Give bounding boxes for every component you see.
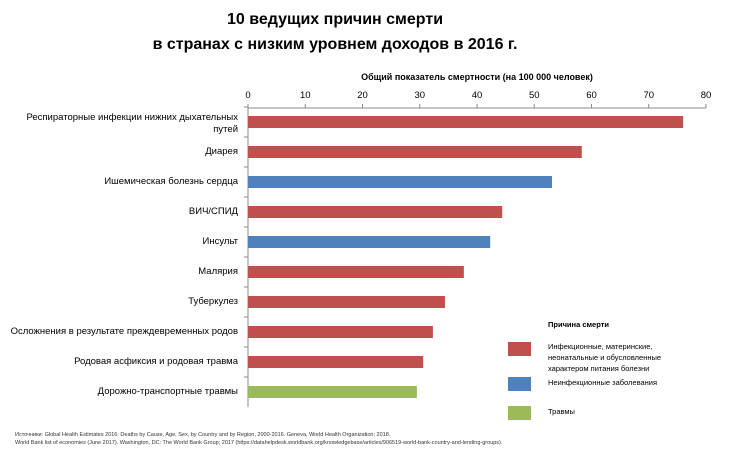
x-tick-label: 80 <box>701 90 712 101</box>
bar <box>248 356 424 368</box>
legend-label: Инфекционные, материнские, неонатальные … <box>548 342 662 373</box>
legend-label: Неинфекционные заболевания <box>548 378 658 387</box>
legend-label: Травмы <box>548 407 575 416</box>
category-label: ВИЧ/СПИД <box>188 206 238 217</box>
bar <box>248 116 684 128</box>
category-label: Дорожно-транспортные травмы <box>97 386 238 397</box>
source-line1: Источники: Global Health Estimates 2016:… <box>15 432 391 438</box>
bar <box>248 206 503 218</box>
bar <box>248 296 445 308</box>
x-tick-label: 30 <box>414 90 425 101</box>
x-tick-label: 10 <box>300 90 311 101</box>
category-label: Диарея <box>205 146 238 157</box>
chart-title-line2: в странах с низким уровнем доходов в 201… <box>152 36 518 53</box>
x-tick-label: 20 <box>357 90 368 101</box>
x-tick-label: 70 <box>643 90 654 101</box>
x-tick-label: 60 <box>586 90 597 101</box>
x-tick-label: 40 <box>472 90 483 101</box>
legend-title: Причина смерти <box>548 320 609 329</box>
bar <box>248 266 464 278</box>
legend-swatch <box>508 377 531 391</box>
legend-swatch <box>508 406 531 420</box>
chart-title-line1: 10 ведущих причин смерти <box>226 11 444 28</box>
source-line2: World Bank list of economies (June 2017)… <box>15 440 503 446</box>
legend-swatch <box>508 342 531 356</box>
bar <box>248 236 491 248</box>
category-label: Родовая асфиксия и родовая травма <box>74 356 238 367</box>
category-label: Осложнения в результате преждевременных … <box>10 326 238 337</box>
category-label: Малярия <box>198 266 238 277</box>
category-label: Инсульт <box>202 236 238 247</box>
category-label: Туберкулез <box>188 296 238 307</box>
bar <box>248 386 417 398</box>
category-label: Ишемическая болезнь сердца <box>104 176 238 187</box>
bar <box>248 176 552 188</box>
category-label: Респираторные инфекции нижних дыхательны… <box>26 112 238 135</box>
bar <box>248 326 433 338</box>
x-tick-label: 50 <box>529 90 540 101</box>
x-tick-label: 0 <box>245 90 250 101</box>
x-axis-label: Общий показатель смертности (на 100 000 … <box>361 72 593 82</box>
bar <box>248 146 582 158</box>
